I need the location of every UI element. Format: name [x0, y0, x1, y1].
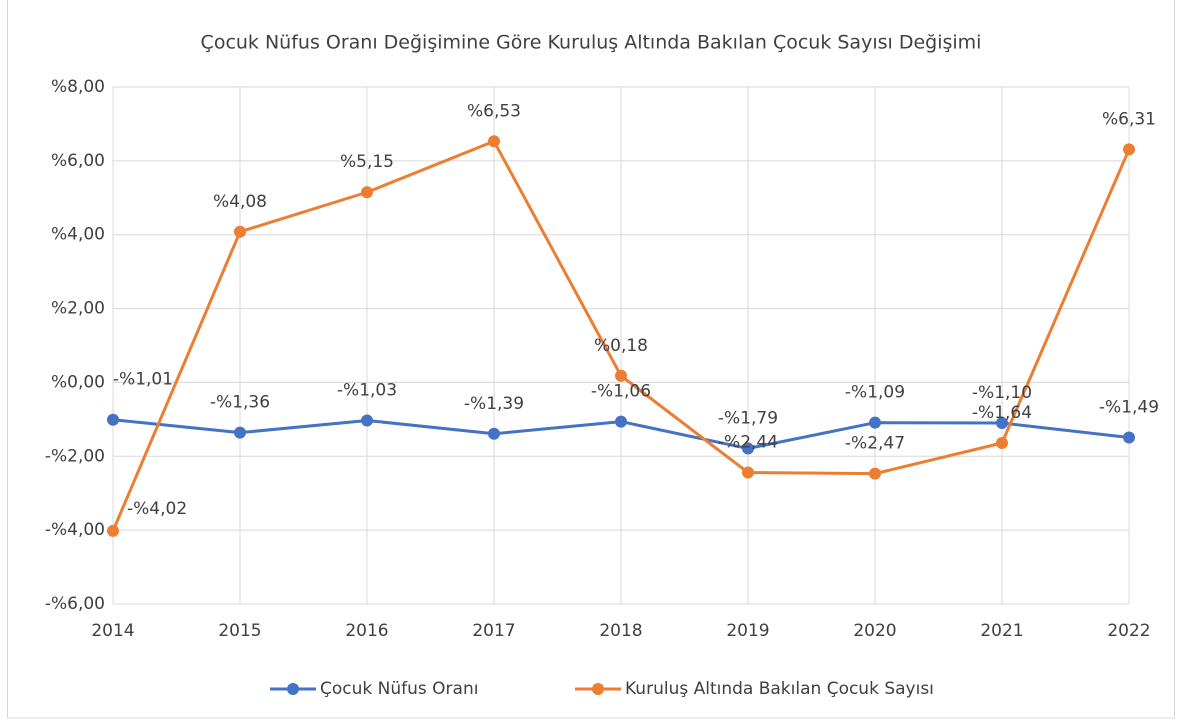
- x-tick-label: 2015: [218, 621, 261, 641]
- data-label: %0,18: [594, 336, 648, 356]
- x-tick-label: 2017: [472, 621, 515, 641]
- x-tick-label: 2021: [980, 621, 1023, 641]
- y-tick-label: -%4,00: [45, 520, 105, 540]
- data-point: [107, 413, 119, 426]
- y-tick-label: -%2,00: [45, 446, 105, 466]
- y-tick-label: %6,00: [51, 151, 105, 171]
- data-label: -%1,79: [718, 409, 778, 429]
- y-tick-label: -%6,00: [45, 594, 105, 614]
- data-point: [1123, 431, 1135, 444]
- data-point: [742, 466, 754, 479]
- legend-marker: [287, 683, 299, 695]
- data-point: [1123, 143, 1135, 156]
- data-point: [361, 414, 373, 427]
- y-tick-label: %4,00: [51, 225, 105, 245]
- data-label: -%2,44: [718, 433, 778, 453]
- data-point: [488, 427, 500, 440]
- data-point: [107, 524, 119, 537]
- data-point: [234, 225, 246, 238]
- y-tick-label: %8,00: [51, 77, 105, 97]
- x-tick-label: 2020: [853, 621, 896, 641]
- data-label: %6,53: [467, 101, 521, 121]
- data-point: [615, 415, 627, 428]
- data-label: -%1,01: [113, 370, 173, 390]
- data-label: -%1,03: [337, 380, 397, 400]
- data-label: -%1,39: [464, 394, 524, 414]
- data-label: -%1,49: [1099, 397, 1159, 417]
- data-point: [996, 417, 1008, 430]
- y-tick-label: %0,00: [51, 372, 105, 392]
- x-tick-label: 2019: [726, 621, 769, 641]
- x-tick-label: 2016: [345, 621, 388, 641]
- legend-label: Kuruluş Altında Bakılan Çocuk Sayısı: [625, 679, 934, 699]
- x-tick-label: 2018: [599, 621, 642, 641]
- data-point: [361, 186, 373, 199]
- data-label: -%2,47: [845, 434, 905, 454]
- data-label: %6,31: [1102, 109, 1156, 129]
- x-tick-label: 2022: [1107, 621, 1150, 641]
- data-label: -%1,64: [972, 403, 1032, 423]
- chart-title: Çocuk Nüfus Oranı Değişimine Göre Kurulu…: [201, 32, 982, 54]
- data-point: [869, 416, 881, 429]
- data-point: [996, 436, 1008, 449]
- data-point: [869, 467, 881, 480]
- y-tick-label: %2,00: [51, 299, 105, 319]
- legend-label: Çocuk Nüfus Oranı: [320, 679, 478, 699]
- data-label: -%4,02: [127, 499, 187, 519]
- data-label: %5,15: [340, 152, 394, 172]
- legend-marker: [592, 683, 604, 695]
- data-label: %4,08: [213, 192, 267, 212]
- data-point: [488, 135, 500, 148]
- data-label: -%1,06: [591, 382, 651, 402]
- data-point: [234, 426, 246, 439]
- data-point: [615, 369, 627, 382]
- data-label: -%1,10: [972, 383, 1032, 403]
- x-tick-label: 2014: [91, 621, 134, 641]
- data-point: [742, 442, 754, 455]
- data-label: -%1,09: [845, 383, 905, 403]
- data-label: -%1,36: [210, 393, 270, 413]
- chart-border: [7, 0, 1175, 719]
